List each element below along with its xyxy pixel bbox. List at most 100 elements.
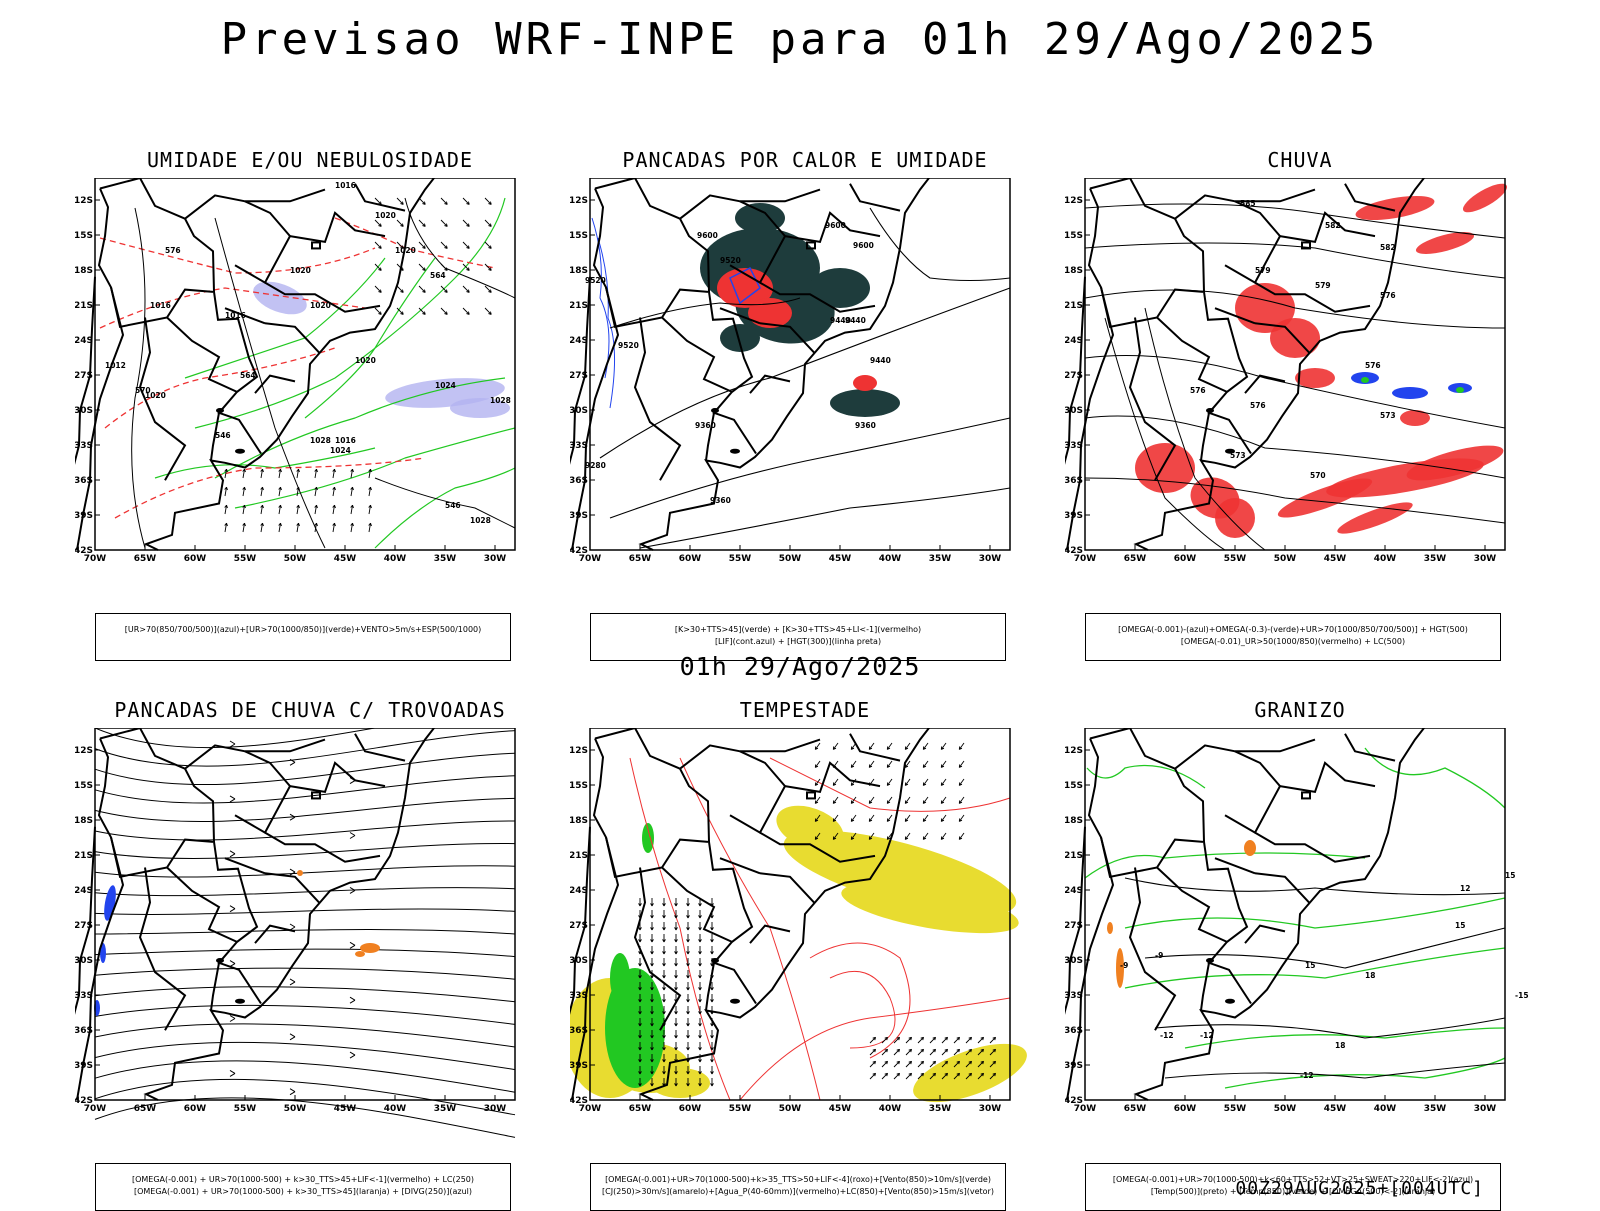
wind-vector [485,198,491,204]
panel-title: TEMPESTADE [570,698,1040,722]
lon-label: 45W [1324,554,1347,564]
lon-label: 30W [484,554,507,564]
lat-label: 15S [570,231,588,241]
border-line [185,190,325,219]
contour-label: 9360 [710,496,731,505]
legend-line-1: [OMEGA(-0.001) + UR>70(1000-500) + k>30_… [96,1174,510,1186]
wind850-area [610,953,630,1003]
lat-label: 12S [1065,746,1083,756]
map-granizo: -12-12-9-9-12151215181518-1512S15S18S21S… [1065,728,1535,1143]
border-line [1225,201,1280,282]
lon-label: 55W [729,554,752,564]
contour-label: 1016 [335,436,356,445]
wind-vector [419,286,425,292]
contour-label: 1020 [310,301,331,310]
contour-label: 582 [1380,243,1396,252]
lat-label: 36S [570,476,588,486]
lake [235,449,245,454]
streamline [95,728,515,748]
contour-label: 9440 [845,316,866,325]
streamline-arrow [350,942,355,948]
lat-label: 15S [570,781,588,791]
streamline [95,731,515,767]
lat-label: 30S [570,406,588,416]
plot-frame [590,178,1010,550]
border-line [211,963,219,1011]
lake [711,958,719,963]
lon-label: 50W [779,554,802,564]
panel-title: UMIDADE E/OU NEBULOSIDADE [75,148,545,172]
border-line [850,184,900,211]
contour-label: 15 [1305,961,1315,970]
streamline [95,987,515,1002]
contour-label: 573 [1380,411,1396,420]
unstable-area [853,375,877,391]
lat-label: 24S [75,336,93,346]
streamline [95,866,515,877]
border-line [100,728,261,1004]
lon-label: 55W [1224,1104,1247,1114]
contour-label: 576 [1365,361,1381,370]
humidity-area [249,275,311,320]
lc850-contour [810,943,910,1058]
lat-label: 21S [1065,301,1083,311]
height-contour [640,488,1010,548]
contour-label: 9520 [618,341,639,350]
streamline [95,930,515,934]
wind-vector [441,198,447,204]
lat-label: 15S [75,231,93,241]
streamline-arrow [290,1034,295,1040]
border-line [706,963,714,1011]
lat-label: 12S [75,196,93,206]
lon-label: 70W [579,554,602,564]
lat-label: 30S [75,956,93,966]
wind-vector [463,308,469,314]
streamline-arrow [230,1070,235,1076]
plot-frame [95,178,515,550]
lat-label: 27S [1065,921,1083,931]
streamline-arrow [290,1089,295,1095]
lon-label: 65W [1124,554,1147,564]
contour-label: 9360 [855,421,876,430]
lon-label: 40W [384,1104,407,1114]
lat-label: 24S [1065,886,1083,896]
contour-label: 564 [430,271,446,280]
wind-vector [397,286,403,292]
rain-area [1295,368,1335,388]
contour-label: 576 [1250,401,1266,410]
lat-label: 18S [75,266,93,276]
lon-label: 50W [284,1104,307,1114]
contour-label: 546 [215,431,231,440]
wind-vector [463,242,469,248]
rain-area [1135,443,1195,493]
contour-label: 1020 [290,266,311,275]
lat-label: 21S [570,851,588,861]
wind-vector [441,242,447,248]
lon-label: 30W [484,1104,507,1114]
lon-label: 60W [184,1104,207,1114]
panel-title: GRANIZO [1065,698,1535,722]
streamline [95,949,515,956]
lon-label: 70W [1074,1104,1097,1114]
border-line [1215,858,1255,873]
federal-district [807,792,815,798]
lon-label: 40W [1374,1104,1397,1114]
convective-area [830,389,900,417]
streamline [95,1061,515,1092]
lat-label: 21S [75,301,93,311]
temp500-contour [1165,1063,1505,1078]
lon-label: 45W [334,1104,357,1114]
lake [730,999,740,1004]
contour-label: 576 [1190,386,1206,395]
wind-vector [375,308,381,314]
contour-label: 576 [165,246,181,255]
contour-label: 1020 [395,246,416,255]
contour-label: 1028 [310,436,331,445]
contour-label: 18 [1365,971,1375,980]
contour-label: 570 [1310,471,1326,480]
lon-label: 60W [1174,1104,1197,1114]
